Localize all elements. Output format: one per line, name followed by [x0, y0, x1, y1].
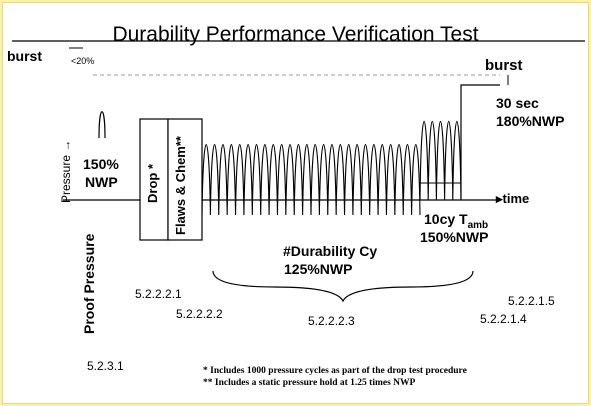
footnote-1: * Includes 1000 pressure cycles as part …: [203, 366, 467, 376]
burst-hold-step: [460, 84, 500, 200]
ambient-cycles: [419, 121, 462, 201]
burst-label-right: burst: [485, 57, 523, 74]
flaws-chem-box: [167, 118, 203, 241]
ambient-cycles-label: 10cy Tamb: [424, 211, 488, 231]
burst-label-left: burst: [7, 48, 42, 64]
proof-pressure-unit: NWP: [85, 174, 118, 190]
drop-box: [139, 118, 169, 241]
drop-label: Drop *: [145, 164, 160, 203]
section-5-2-2-2-3: 5.2.2.2.3: [308, 314, 355, 328]
durability-brace: [212, 270, 474, 303]
section-5-2-3-1: 5.2.3.1: [87, 359, 124, 373]
ambient-pressure-label: 150%NWP: [420, 229, 489, 245]
section-5-2-2-1-5: 5.2.2.1.5: [508, 294, 555, 308]
durability-cycle-wave: [201, 143, 421, 216]
footnote-2: ** Includes a static pressure hold at 1.…: [203, 378, 416, 388]
diagram-title: Durability Performance Verification Test: [112, 23, 479, 46]
ambient-cycle-box: [419, 182, 462, 201]
durability-label: #Durability Cy: [283, 243, 378, 259]
pressure-diagram: [12, 40, 585, 303]
section-5-2-2-2-1: 5.2.2.2.1: [135, 287, 182, 301]
burst-margin-label: <20%: [71, 56, 95, 66]
hold-time-label: 30 sec: [496, 95, 539, 111]
section-5-2-2-1-4: 5.2.2.1.4: [480, 312, 527, 326]
ambient-cycles-text: 10cy T: [424, 211, 468, 227]
ambient-subscript: amb: [467, 219, 489, 231]
y-axis-label: Pressure →: [59, 139, 73, 203]
flaws-chem-label: Flaws & Chem**: [173, 136, 188, 235]
durability-cycles: [201, 143, 421, 216]
durability-pressure-label: 125%NWP: [284, 261, 353, 277]
hold-pressure-label: 180%NWP: [496, 113, 565, 129]
ambient-cycle-wave: [419, 121, 462, 201]
section-5-2-2-2-2: 5.2.2.2.2: [176, 307, 223, 321]
time-axis-label: ▸time: [496, 191, 530, 206]
proof-pressure-value: 150%: [83, 156, 119, 172]
proof-pressure-pulse: [98, 111, 106, 139]
proof-pressure-vertical-label: Proof Pressure: [81, 233, 97, 334]
